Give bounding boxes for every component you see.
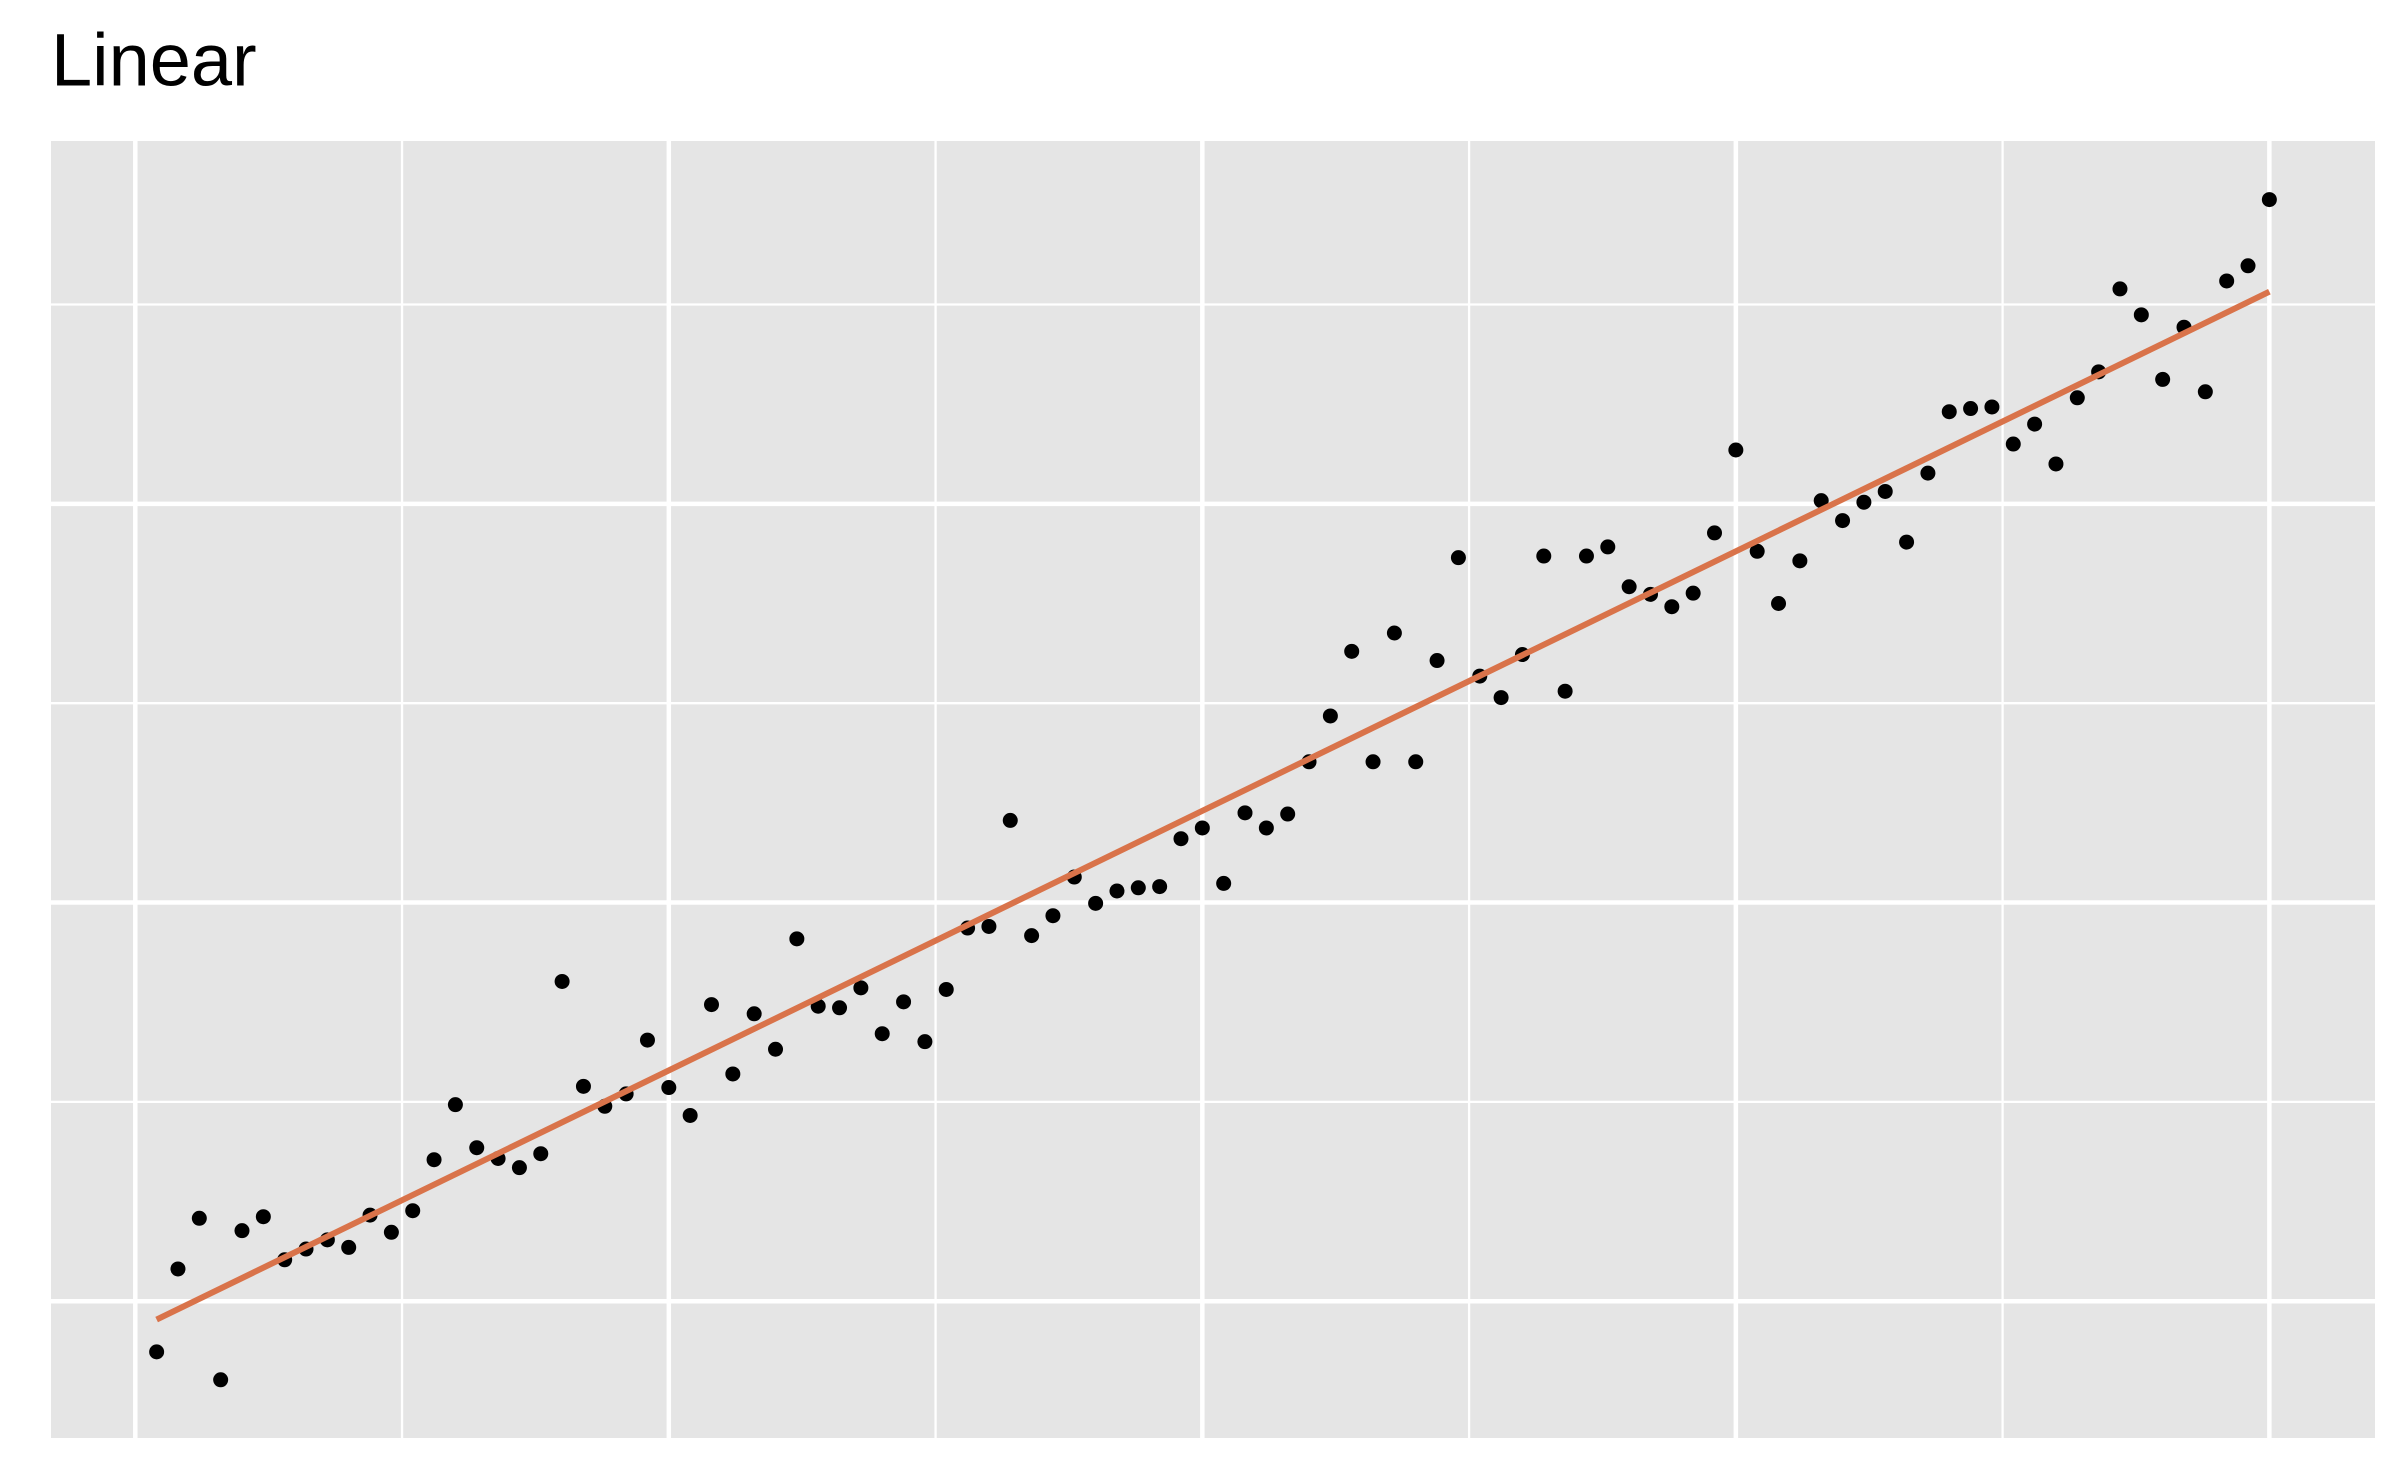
point — [1856, 494, 1872, 510]
point — [1386, 625, 1402, 641]
point — [255, 1209, 271, 1225]
point — [1813, 493, 1829, 509]
point — [2027, 416, 2043, 432]
point — [1920, 465, 1936, 481]
point — [1088, 895, 1104, 911]
point — [1258, 820, 1274, 836]
point — [1450, 550, 1466, 566]
point — [1963, 401, 1979, 417]
point — [1578, 548, 1594, 564]
point — [575, 1078, 591, 1094]
point — [554, 973, 570, 989]
chart-title: Linear — [51, 19, 257, 102]
point — [1152, 879, 1168, 895]
point — [1685, 585, 1701, 601]
point — [1792, 553, 1808, 569]
point — [1536, 548, 1552, 564]
point — [1835, 513, 1851, 529]
point — [234, 1223, 250, 1239]
point — [853, 980, 869, 996]
point — [1557, 683, 1573, 699]
point — [1749, 543, 1765, 559]
point — [682, 1107, 698, 1123]
point — [2005, 436, 2021, 452]
point — [2240, 258, 2256, 274]
point — [1877, 483, 1893, 499]
point — [874, 1026, 890, 1042]
point — [1024, 928, 1040, 944]
point — [896, 994, 912, 1010]
point — [1280, 806, 1296, 822]
point — [1109, 883, 1125, 899]
point — [533, 1146, 549, 1162]
point — [469, 1140, 485, 1156]
point — [1984, 399, 2000, 415]
point — [1600, 539, 1616, 555]
point — [661, 1080, 677, 1096]
point — [1173, 831, 1189, 847]
point — [1728, 442, 1744, 458]
point — [1493, 690, 1509, 706]
point — [1237, 805, 1253, 821]
point — [1771, 596, 1787, 612]
point — [639, 1032, 655, 1048]
point — [383, 1224, 399, 1240]
point — [2261, 192, 2277, 208]
point — [2155, 371, 2171, 387]
point — [981, 918, 997, 934]
point — [1002, 812, 1018, 828]
point — [703, 997, 719, 1013]
point — [768, 1041, 784, 1057]
point — [341, 1239, 357, 1255]
point — [1664, 599, 1680, 615]
point — [511, 1160, 527, 1176]
point — [2069, 390, 2085, 406]
point — [2133, 307, 2149, 323]
point — [149, 1344, 165, 1360]
point — [191, 1210, 207, 1226]
point — [1941, 404, 1957, 420]
point — [1194, 820, 1210, 836]
point — [405, 1203, 421, 1219]
point — [832, 1000, 848, 1016]
point — [1429, 653, 1445, 669]
panel — [51, 141, 2375, 1438]
point — [2048, 456, 2064, 472]
point — [1899, 534, 1915, 550]
point — [1216, 875, 1232, 891]
point — [213, 1372, 229, 1388]
point — [746, 1006, 762, 1022]
point — [1322, 708, 1338, 724]
point — [2112, 281, 2128, 297]
point — [426, 1152, 442, 1168]
point — [2197, 384, 2213, 400]
point — [789, 931, 805, 947]
point — [917, 1034, 933, 1050]
point — [1365, 754, 1381, 770]
point — [1621, 579, 1637, 595]
point — [1408, 754, 1424, 770]
point — [2219, 273, 2235, 289]
point — [1130, 880, 1146, 896]
point — [725, 1066, 741, 1082]
point — [1045, 908, 1061, 924]
point — [170, 1261, 186, 1277]
point — [1707, 525, 1723, 541]
trend-line — [155, 289, 2271, 1323]
point — [447, 1097, 463, 1113]
point — [938, 981, 954, 997]
point — [1344, 643, 1360, 659]
